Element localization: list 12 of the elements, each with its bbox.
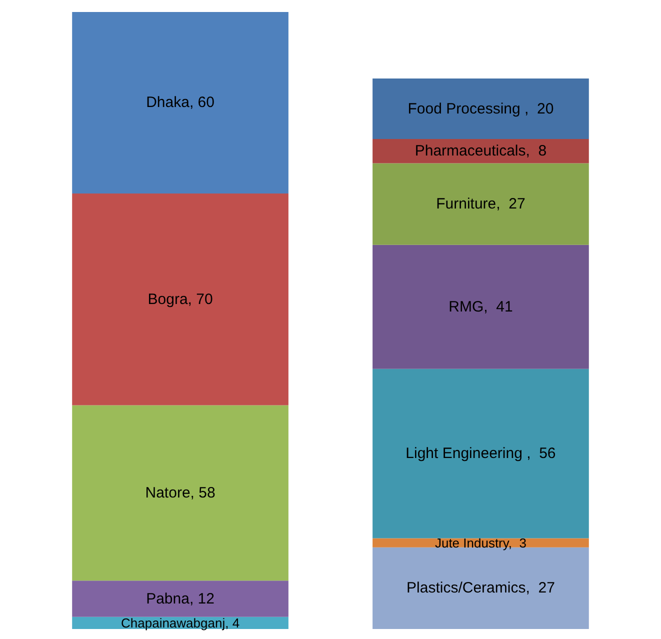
data-label: Plastics/Ceramics, 27 <box>406 580 555 597</box>
data-label: Bogra, 70 <box>148 290 213 308</box>
data-label: Furniture, 27 <box>436 196 526 213</box>
data-label: Natore, 58 <box>145 484 216 502</box>
data-label: Pabna, 12 <box>146 590 214 608</box>
data-label: Jute Industry, 3 <box>434 535 526 550</box>
data-label: Light Engineering , 56 <box>406 445 556 462</box>
data-label: Chapainawabganj, 4 <box>121 615 240 630</box>
data-label: RMG, 41 <box>448 298 513 316</box>
data-label: Food Processing , 20 <box>408 100 554 118</box>
data-label: Dhaka, 60 <box>146 94 214 112</box>
data-label: Pharmaceuticals, 8 <box>414 142 547 160</box>
